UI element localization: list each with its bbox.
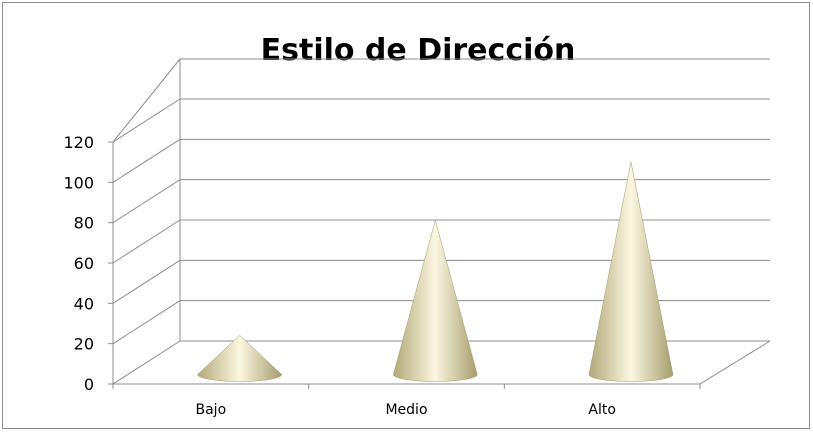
- y-tick-label: 120: [63, 133, 94, 152]
- grid-layer: [112, 58, 770, 385]
- gridline-side: [112, 340, 181, 385]
- y-tick-label: 80: [74, 214, 94, 233]
- gridline-side: [112, 300, 181, 345]
- x-category-label: Alto: [588, 402, 616, 418]
- gridline-side: [112, 58, 181, 143]
- gridline-side: [112, 259, 181, 304]
- cone-medio: [393, 219, 478, 382]
- cone-alto: [588, 161, 674, 382]
- floor-right-edge: [699, 340, 771, 385]
- label-layer: 0 20 40 60 80 100 120 Bajo Medio Alto: [63, 133, 615, 418]
- gridline-side: [112, 179, 181, 224]
- y-tick-label: 0: [84, 375, 94, 394]
- y-tick-label: 60: [74, 254, 94, 273]
- gridline-side: [112, 98, 181, 143]
- gridline-side: [112, 138, 181, 183]
- y-tick-label: 20: [74, 335, 94, 354]
- y-tick-label: 40: [74, 294, 94, 313]
- gridline-side: [112, 219, 181, 264]
- cone-layer: [197, 161, 674, 382]
- chart-title: Estilo de Dirección: [261, 33, 576, 68]
- axis-layer: [108, 141, 771, 389]
- x-category-label: Medio: [385, 402, 427, 418]
- x-category-label: Bajo: [196, 402, 227, 418]
- y-tick-label: 100: [63, 173, 94, 192]
- cone-bajo: [197, 334, 282, 382]
